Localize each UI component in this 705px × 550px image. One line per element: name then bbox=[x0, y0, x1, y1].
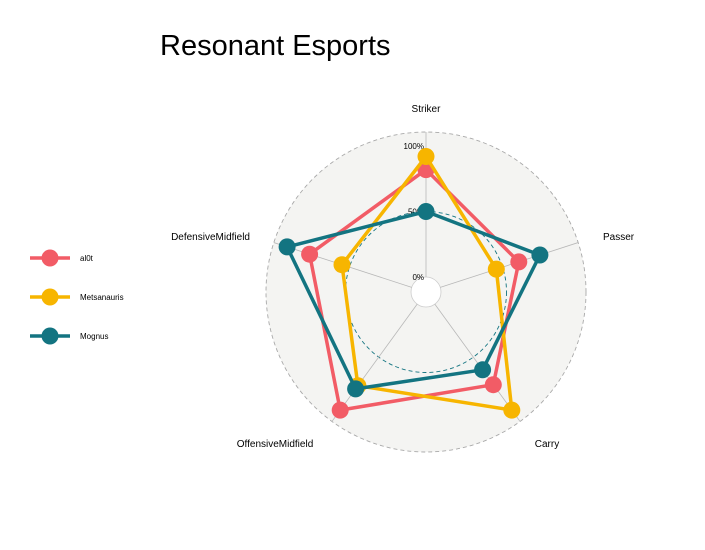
grid-value-label: 50% bbox=[408, 208, 424, 217]
axis-spoke bbox=[440, 242, 579, 288]
axis-label-Striker: Striker bbox=[412, 104, 442, 115]
grid-outer-circle bbox=[265, 131, 587, 453]
data-point-Mognus bbox=[531, 246, 549, 264]
axis-label-Carry: Carry bbox=[535, 439, 559, 450]
data-point-Metsanauris bbox=[487, 260, 505, 278]
axis-spoke bbox=[331, 303, 418, 422]
legend-marker-Metsanauris bbox=[41, 288, 59, 306]
grid-value-label: 100% bbox=[404, 142, 424, 151]
data-point-Mognus bbox=[417, 203, 435, 220]
data-point-Mognus bbox=[278, 238, 296, 256]
legend-label-Metsanauris: Metsanauris bbox=[80, 293, 124, 302]
chart-title: Resonant Esports bbox=[160, 30, 391, 62]
data-point-Mognus bbox=[347, 380, 365, 398]
series-line-al0t bbox=[307, 167, 521, 412]
axis-label-OffensiveMidfield: OffensiveMidfield bbox=[237, 439, 314, 450]
legend-marker-Mognus bbox=[41, 327, 59, 345]
legend-label-al0t: al0t bbox=[80, 254, 94, 263]
data-point-al0t bbox=[331, 401, 349, 419]
data-point-al0t bbox=[484, 376, 502, 394]
axis-spoke bbox=[434, 303, 521, 422]
legend-marker-al0t bbox=[41, 249, 59, 267]
legend: al0t Metsanauris Mognus bbox=[30, 249, 124, 345]
axis-label-Passer: Passer bbox=[603, 232, 635, 243]
series-line-Metsanauris bbox=[340, 154, 514, 412]
legend-label-Mognus: Mognus bbox=[80, 332, 108, 341]
data-point-al0t bbox=[510, 253, 528, 271]
series-line-Mognus bbox=[285, 209, 542, 391]
axis-label-DefensiveMidfield: DefensiveMidfield bbox=[171, 232, 250, 243]
data-point-Metsanauris bbox=[503, 401, 521, 419]
radar-series bbox=[278, 148, 549, 419]
data-point-Metsanauris bbox=[417, 148, 435, 165]
data-point-Mognus bbox=[474, 361, 492, 379]
radar-labels: Striker Passer Carry OffensiveMidfield Defen… bbox=[171, 104, 635, 450]
data-point-Metsanauris bbox=[333, 256, 351, 274]
grid-value-label: 0% bbox=[412, 273, 424, 282]
data-point-al0t bbox=[301, 245, 319, 263]
